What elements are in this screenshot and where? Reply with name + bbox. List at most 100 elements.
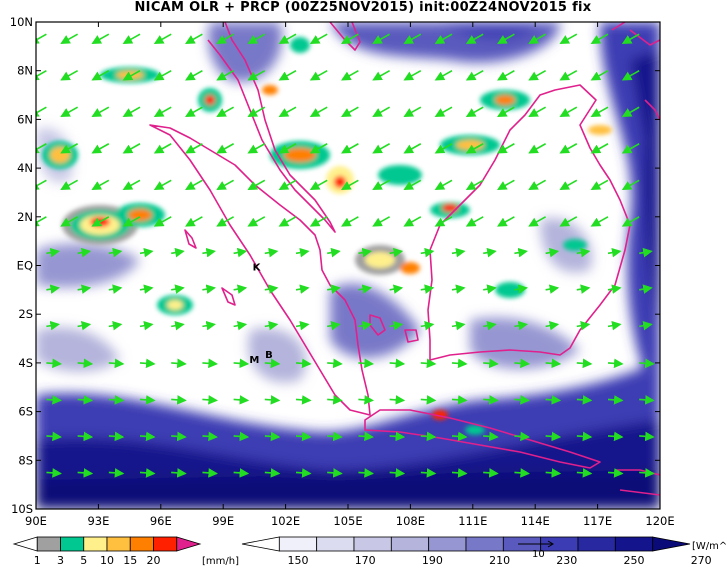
x-tick-label: 93E bbox=[87, 514, 109, 528]
wind-arrow bbox=[309, 216, 328, 227]
map-plot-area: K M B bbox=[36, 22, 660, 509]
wind-arrow bbox=[497, 33, 515, 44]
wind-arrow bbox=[91, 70, 110, 81]
wind-arrow bbox=[327, 358, 343, 369]
wind-arrow bbox=[358, 395, 374, 405]
wind-arrow bbox=[60, 216, 78, 227]
y-tick-label: 10N bbox=[10, 15, 33, 29]
wind-arrow bbox=[358, 320, 372, 331]
siberut-island bbox=[221, 287, 236, 306]
wind-arrow bbox=[139, 284, 154, 294]
x-tick-label: 120E bbox=[645, 514, 674, 528]
wind-arrow bbox=[264, 358, 281, 369]
prcp-colorbar: 1 3 5 10 15 20 [mm/h] bbox=[12, 536, 239, 567]
wind-arrow bbox=[451, 395, 468, 405]
wind-arrow bbox=[309, 179, 328, 191]
wind-arrow bbox=[153, 216, 172, 227]
prcp-colorbar-label: 10 bbox=[100, 554, 114, 567]
wind-arrow bbox=[420, 358, 437, 369]
wind-arrow bbox=[60, 143, 78, 154]
wind-arrow bbox=[389, 358, 406, 369]
wind-arrow bbox=[153, 33, 172, 44]
wind-arrow bbox=[434, 70, 453, 81]
wind-arrow bbox=[389, 431, 406, 442]
wind-arrow bbox=[576, 468, 593, 478]
wind-arrow bbox=[216, 179, 234, 191]
wind-arrow bbox=[607, 284, 622, 294]
wind-arrow bbox=[139, 320, 154, 331]
wind-arrow bbox=[420, 468, 437, 478]
wind-arrow bbox=[420, 395, 437, 405]
wind-arrow bbox=[327, 431, 343, 442]
wind-arrow bbox=[185, 70, 203, 81]
wind-arrow bbox=[36, 179, 47, 191]
y-tick-label: 4S bbox=[18, 356, 33, 370]
olr-colorbar-swatch bbox=[428, 536, 467, 552]
wind-arrow bbox=[278, 106, 297, 118]
place-label: M bbox=[249, 355, 259, 366]
wind-arrow bbox=[46, 431, 62, 442]
wind-arrow bbox=[233, 247, 248, 258]
wind-arrow bbox=[576, 358, 593, 369]
y-axis: 10N 8N 6N 4N 2N EQ 2S 4S 6S 8S 10S bbox=[10, 15, 660, 516]
wind-arrow bbox=[122, 143, 141, 154]
wind-arrow bbox=[185, 143, 203, 154]
x-tick-label: 96E bbox=[150, 514, 172, 528]
wind-arrow bbox=[528, 216, 546, 227]
x-tick-label: 105E bbox=[333, 514, 362, 528]
wind-arrow bbox=[247, 216, 266, 227]
y-tick-label: 4N bbox=[17, 161, 33, 175]
wind-arrow bbox=[497, 106, 515, 118]
wind-arrow bbox=[358, 247, 372, 258]
wind-arrow bbox=[389, 395, 406, 405]
wind-arrow bbox=[483, 247, 497, 258]
wind-arrow bbox=[264, 247, 279, 258]
wind-arrow bbox=[153, 70, 172, 81]
wind-arrow bbox=[639, 395, 655, 405]
wind-arrow bbox=[403, 143, 422, 154]
olr-colorbar-label: 170 bbox=[355, 554, 376, 567]
wind-arrow bbox=[327, 284, 341, 294]
wind-arrow bbox=[108, 468, 125, 478]
wind-arrow bbox=[465, 179, 484, 191]
wind-arrow bbox=[528, 70, 546, 81]
prcp-colorbar-swatch bbox=[83, 536, 108, 552]
wind-arrow bbox=[341, 70, 359, 81]
y-tick-label: 10S bbox=[11, 502, 33, 516]
wind-arrow bbox=[36, 216, 47, 227]
wind-arrow bbox=[264, 320, 279, 331]
prcp-colorbar-swatch bbox=[60, 536, 85, 552]
olr-colorbar-swatch bbox=[316, 536, 355, 552]
wind-arrow bbox=[621, 106, 640, 118]
wind-arrow bbox=[621, 179, 640, 191]
wind-arrow bbox=[264, 431, 281, 442]
wind-arrow bbox=[46, 284, 60, 294]
wind-arrow bbox=[108, 395, 125, 405]
wind-arrow bbox=[309, 106, 328, 118]
wind-arrow bbox=[216, 143, 234, 154]
wind-arrow bbox=[46, 320, 60, 331]
wind-arrow bbox=[341, 143, 359, 154]
reference-wind-label: 10 bbox=[532, 549, 545, 560]
wind-arrow bbox=[327, 320, 341, 331]
wind-arrow bbox=[309, 33, 328, 44]
wind-arrow bbox=[389, 247, 404, 258]
wind-arrow bbox=[309, 70, 328, 81]
wind-arrow bbox=[607, 247, 622, 258]
prcp-colorbar-label: 15 bbox=[123, 554, 137, 567]
y-tick-label: 8N bbox=[17, 64, 33, 78]
wind-arrow bbox=[36, 143, 47, 154]
olr-colorbar-label: 230 bbox=[556, 554, 577, 567]
prcp-colorbar-swatch bbox=[129, 536, 154, 552]
wind-arrow bbox=[434, 143, 453, 154]
reference-wind-arrowhead bbox=[547, 540, 554, 548]
wind-arrow bbox=[576, 431, 593, 442]
wind-arrow bbox=[639, 358, 655, 369]
wind-arrow bbox=[576, 320, 591, 331]
wind-arrow bbox=[590, 216, 609, 227]
reference-wind-vector: 10 bbox=[518, 540, 554, 560]
wind-arrow bbox=[185, 216, 203, 227]
wind-arrow bbox=[341, 33, 359, 44]
wind-arrow bbox=[514, 358, 530, 369]
sulawesi-fragment bbox=[644, 99, 660, 121]
